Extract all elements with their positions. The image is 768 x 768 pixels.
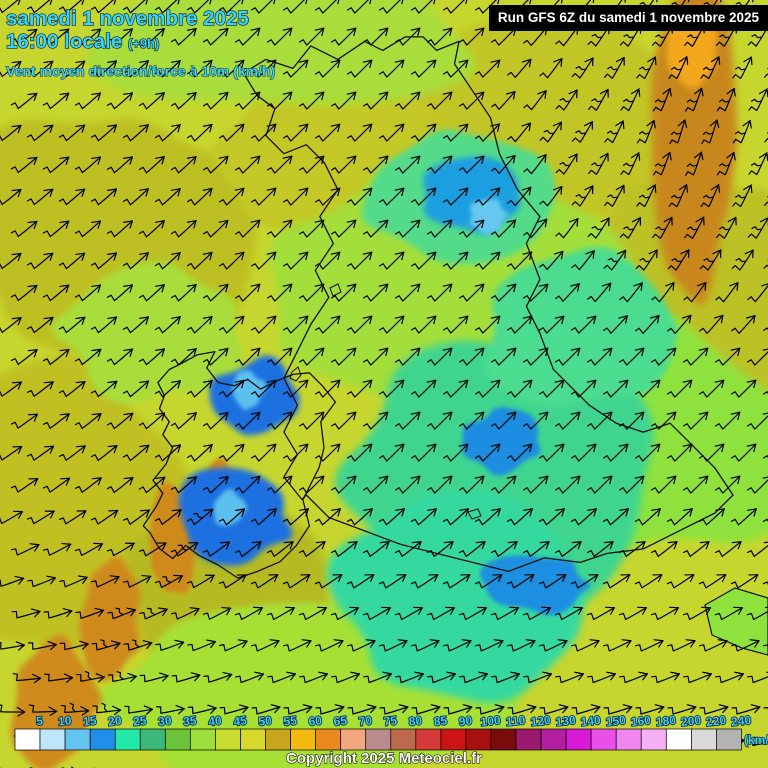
svg-text:50: 50 xyxy=(258,713,273,728)
svg-text:30: 30 xyxy=(158,713,173,728)
svg-text:180: 180 xyxy=(655,713,677,729)
svg-text:130: 130 xyxy=(555,713,577,729)
svg-text:15: 15 xyxy=(82,713,97,728)
svg-text:85: 85 xyxy=(433,713,448,728)
svg-text:40: 40 xyxy=(208,713,223,728)
svg-text:140: 140 xyxy=(580,713,602,729)
svg-text:80: 80 xyxy=(408,713,423,728)
svg-text:20: 20 xyxy=(107,713,122,728)
svg-text:100: 100 xyxy=(480,713,502,729)
svg-text:(km/h): (km/h) xyxy=(744,733,768,747)
svg-text:150: 150 xyxy=(605,713,627,729)
svg-text:35: 35 xyxy=(183,713,198,728)
svg-text:60: 60 xyxy=(308,713,323,728)
svg-text:10: 10 xyxy=(57,713,72,728)
svg-text:70: 70 xyxy=(358,713,373,728)
svg-text:45: 45 xyxy=(233,713,248,728)
svg-text:220: 220 xyxy=(705,713,727,729)
svg-text:120: 120 xyxy=(530,713,552,729)
svg-text:110: 110 xyxy=(505,713,526,729)
svg-text:160: 160 xyxy=(630,713,652,729)
svg-text:240: 240 xyxy=(730,713,752,729)
svg-text:25: 25 xyxy=(132,713,147,728)
svg-text:55: 55 xyxy=(283,713,298,728)
svg-text:90: 90 xyxy=(458,713,473,728)
svg-text:75: 75 xyxy=(383,713,398,728)
svg-text:65: 65 xyxy=(333,713,348,728)
svg-text:200: 200 xyxy=(680,713,702,729)
